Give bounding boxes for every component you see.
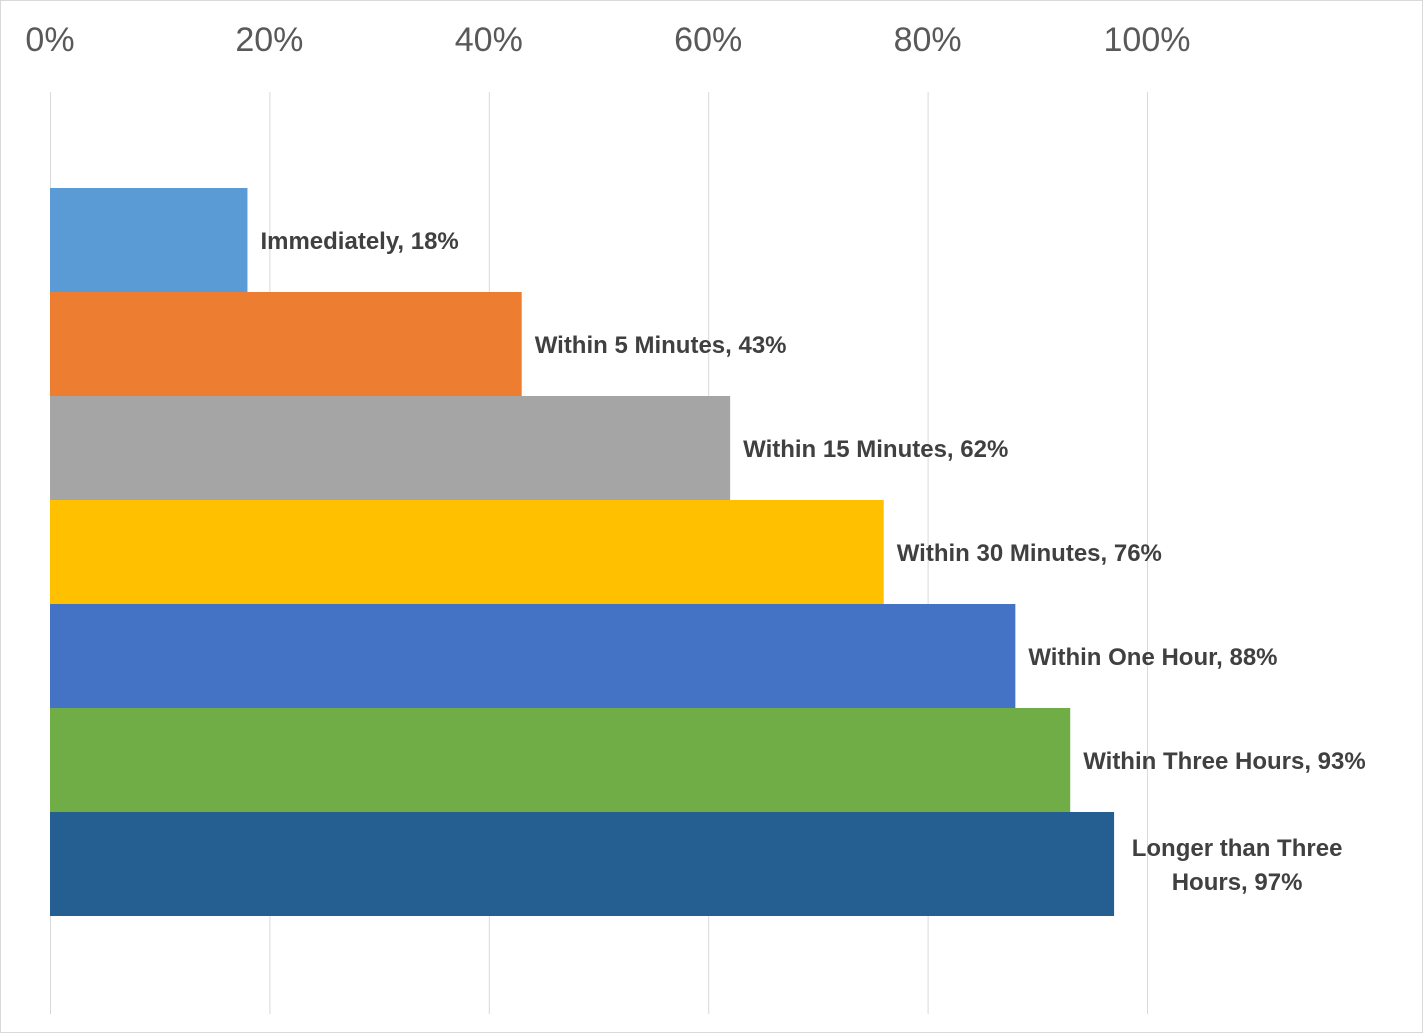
- data-labels: Immediately, 18% Within 5 Minutes, 43% Wit…: [260, 228, 1365, 896]
- bar-within-30-minutes: [50, 500, 884, 604]
- x-tick-label: 20%: [235, 21, 303, 59]
- data-label-within-15-minutes: Within 15 Minutes, 62%: [743, 436, 1008, 463]
- data-label-longer-than-three-hours: Longer than Three Hours, 97%: [1132, 835, 1343, 896]
- bar-longer-than-three-hours: [50, 812, 1115, 916]
- x-tick-label: 100%: [1104, 21, 1191, 59]
- x-tick-label: 0%: [25, 21, 74, 59]
- bar-within-three-hours: [50, 708, 1071, 812]
- data-label-within-one-hour: Within One Hour, 88%: [1028, 644, 1277, 671]
- x-tick-label: 60%: [674, 21, 742, 59]
- x-tick-label: 40%: [455, 21, 523, 59]
- data-label-within-three-hours: Within Three Hours, 93%: [1083, 748, 1366, 775]
- x-tick-label: 80%: [894, 21, 962, 59]
- bar-within-5-minutes: [50, 292, 522, 396]
- bars: [50, 188, 1115, 916]
- bar-within-15-minutes: [50, 396, 731, 500]
- bar-within-one-hour: [50, 604, 1016, 708]
- data-label-immediately: Immediately, 18%: [260, 228, 458, 255]
- bar-immediately: [50, 188, 248, 292]
- data-label-within-30-minutes: Within 30 Minutes, 76%: [897, 540, 1162, 567]
- data-label-within-5-minutes: Within 5 Minutes, 43%: [535, 332, 787, 359]
- x-axis-tick-labels: 0% 20% 40% 60% 80% 100%: [25, 21, 1190, 59]
